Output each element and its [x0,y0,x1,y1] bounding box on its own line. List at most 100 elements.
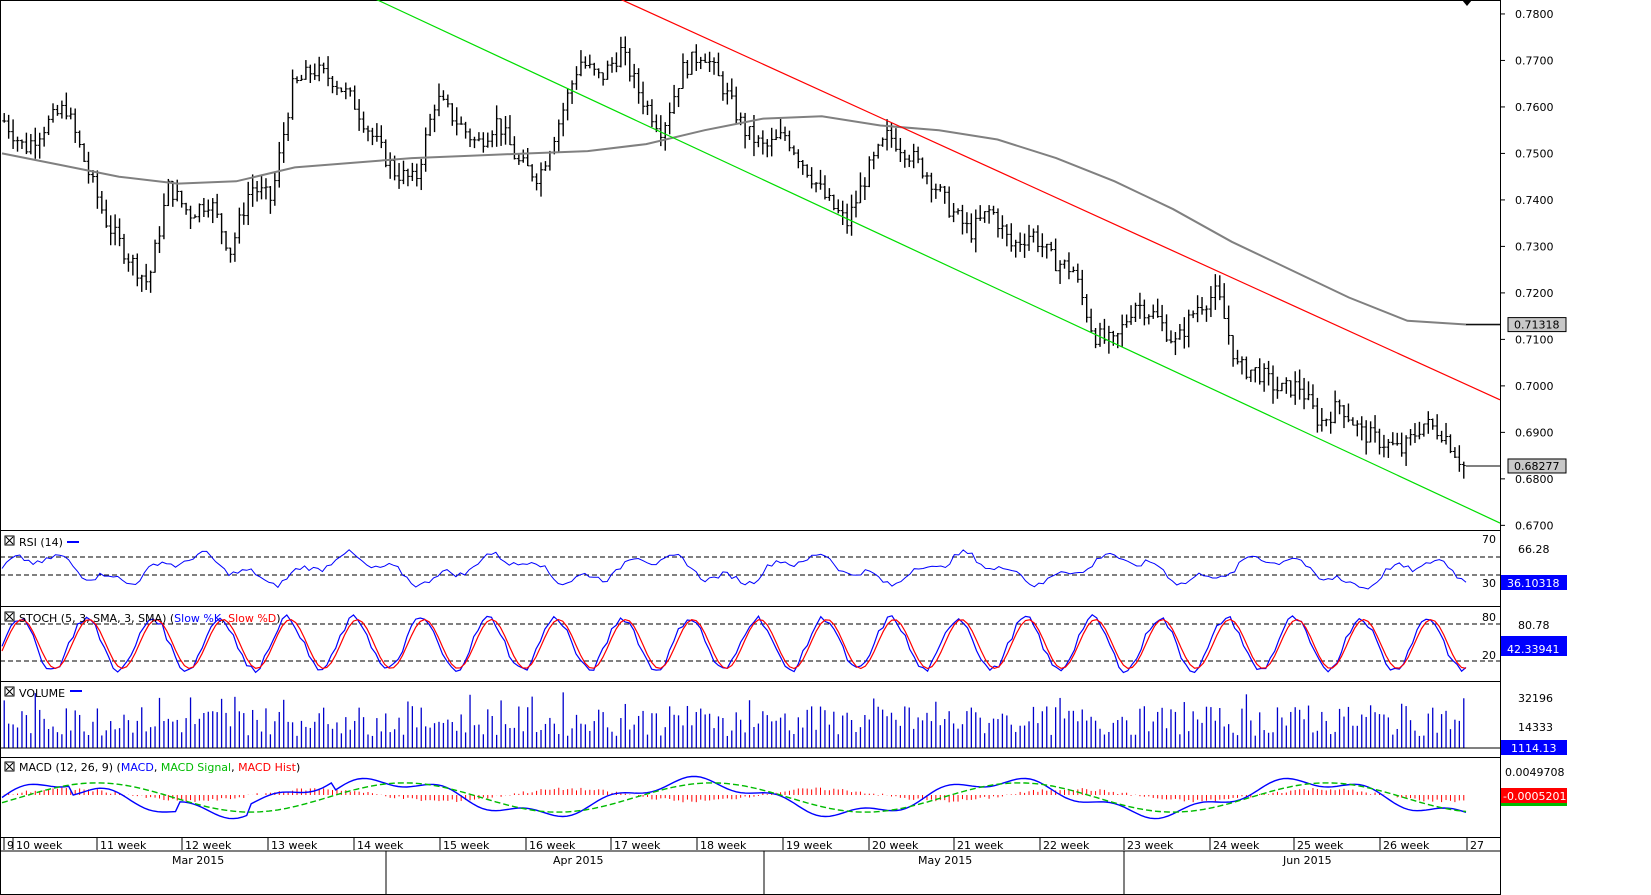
rsi-header[interactable]: RSI (14) [4,535,79,549]
price-bar [1461,461,1466,479]
price-bar [570,80,575,104]
price-bar [1222,283,1227,319]
stoch-k-line [1,614,1467,674]
week-label: 16 week [529,839,576,852]
price-bar [539,162,544,197]
price-bar [578,50,583,77]
price-bar [312,63,317,80]
price-bar [1146,314,1151,325]
price-bar [1297,369,1302,400]
price-bar [1399,432,1404,457]
close-icon-cross [5,762,14,771]
price-bar [534,173,539,191]
price-bar [1457,445,1462,472]
rsi-value-box [1501,575,1567,590]
price-bar [277,141,282,188]
moving-average-line [1,115,1500,326]
price-bar [1018,232,1023,252]
week-label: 12 week [185,839,232,852]
price-tick-label: 0.6800 [1515,473,1554,486]
price-bar [15,136,20,152]
price-bar [729,78,734,100]
price-bar [441,90,446,101]
price-tick-label: 0.6900 [1515,426,1554,439]
price-bar [161,193,166,240]
volume-label: VOLUME [19,687,65,700]
price-bar [516,153,521,165]
price-bar [73,108,78,143]
price-bar [951,203,956,223]
price-bar [1217,275,1222,301]
price-bar [1435,414,1440,440]
week-label: 24 week [1213,839,1260,852]
time-axis [0,837,1501,895]
price-bar [1359,416,1364,441]
price-bar [55,104,60,116]
macd-layer [1,775,1467,820]
price-bar [867,156,872,188]
price-bar [1262,363,1267,392]
price-bar [1444,422,1449,445]
price-bar [476,132,481,142]
week-label: 9 [7,839,14,852]
price-bar [126,253,131,272]
stoch-panel [0,606,1501,682]
price-bar [272,171,277,206]
price-bar [1390,432,1395,446]
price-bar [822,175,827,200]
time-axis-labels: 9 10 week 11 week 12 week 13 week 14 week 15 w… [0,837,1500,895]
price-bar [720,71,725,101]
price-bar [947,186,952,218]
price-bar [920,157,925,179]
price-bar [809,167,814,189]
price-bar [818,169,823,190]
price-bar [982,211,987,223]
price-bar [756,135,761,148]
price-bar [1142,299,1147,326]
price-bar [144,263,149,290]
week-label: 17 week [614,839,661,852]
price-bar [521,149,526,163]
price-bar [445,94,450,108]
price-bar [1066,252,1071,280]
price-bar [321,62,326,74]
price-bar [858,172,863,204]
price-bar [840,200,845,226]
price-bar [499,118,504,146]
volume-header[interactable]: VOLUME [4,686,82,700]
price-bar [64,92,69,120]
price-bar [82,143,87,162]
price-bar [698,56,703,70]
price-bar [343,82,348,100]
price-bar [960,204,965,235]
price-bar [1412,423,1417,443]
stoch-axis-tick: 80.78 [1518,619,1550,632]
price-bar [893,128,898,152]
price-bar [481,132,486,153]
price-bar [627,48,632,82]
price-tick-label: 0.7800 [1515,8,1554,21]
price-bar [51,103,56,123]
price-bar [1244,356,1249,380]
price-bar [1040,233,1045,258]
price-bar [725,82,730,105]
rsi-label: RSI (14) [19,536,63,549]
rsi-level-30: 30 [1482,577,1496,590]
price-bar [290,69,295,120]
price-bar [1257,358,1262,385]
price-bar [1404,435,1409,466]
price-bar [512,136,517,160]
rsi-layer [0,549,1500,590]
price-bar [530,164,535,182]
week-label: 22 week [1043,839,1090,852]
price-bar [246,181,251,226]
price-bar [59,100,64,119]
price-bar [197,203,202,223]
scroll-marker-icon[interactable] [1462,0,1472,6]
macd-header[interactable]: MACD (12, 26, 9) (MACD, MACD Signal, MAC… [4,761,300,774]
stoch-header[interactable]: STOCH (5, 3, SMA, 3, SMA) (Slow %K, Slow… [4,611,281,625]
price-bar [423,127,428,172]
price-bar [1044,243,1049,259]
price-bar [796,149,801,169]
price-bar [1208,286,1213,318]
